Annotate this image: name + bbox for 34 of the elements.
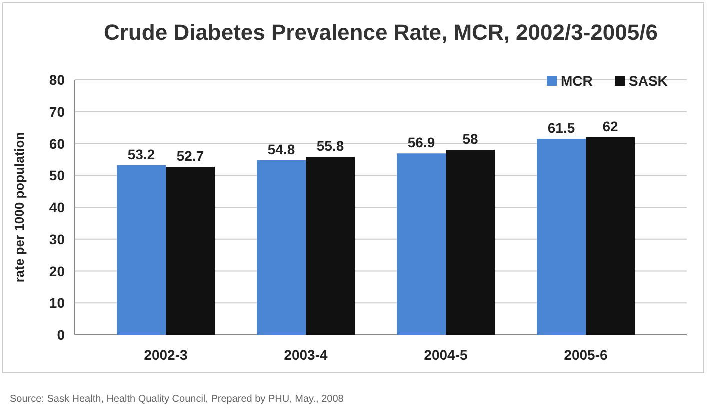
data-label: 54.8	[268, 141, 296, 158]
data-label: 62	[602, 118, 618, 134]
data-label: 61.5	[548, 120, 576, 136]
data-label: 55.8	[316, 138, 344, 154]
y-tick-label: 40	[49, 200, 66, 216]
y-tick-label: 70	[49, 104, 66, 120]
bar	[306, 157, 355, 335]
bar	[166, 167, 215, 335]
x-tick-label: 2002-3	[144, 347, 188, 363]
data-label: 53.2	[128, 146, 156, 162]
bar	[257, 160, 306, 335]
x-tick-label: 2004-5	[424, 347, 468, 363]
bar	[446, 150, 495, 335]
y-tick-label: 0	[57, 327, 66, 343]
bar	[397, 154, 446, 335]
y-tick-label: 20	[49, 263, 66, 280]
data-label: 58	[462, 131, 478, 148]
y-tick-label: 50	[49, 168, 66, 184]
x-tick-label: 2005-6	[564, 347, 608, 363]
y-tick-label: 60	[49, 136, 66, 152]
bar	[117, 165, 166, 335]
y-tick-label: 10	[49, 295, 66, 312]
y-tick-label: 30	[49, 231, 66, 248]
source-note: Source: Sask Health, Health Quality Council, Prepared by PHU, May., 2008	[10, 394, 344, 405]
bar	[586, 137, 635, 335]
data-label: 52.7	[176, 148, 204, 164]
y-tick-label: 80	[49, 72, 66, 88]
y-axis-title: rate per 1000 population	[12, 132, 27, 283]
x-tick-label: 2003-4	[284, 347, 328, 363]
legend-label: SASK	[629, 73, 668, 89]
legend-label: MCR	[561, 73, 593, 89]
bar	[537, 138, 586, 335]
data-label: 56.9	[408, 134, 436, 151]
chart-title: Crude Diabetes Prevalence Rate, MCR, 2002/3-2005/6	[104, 20, 658, 45]
